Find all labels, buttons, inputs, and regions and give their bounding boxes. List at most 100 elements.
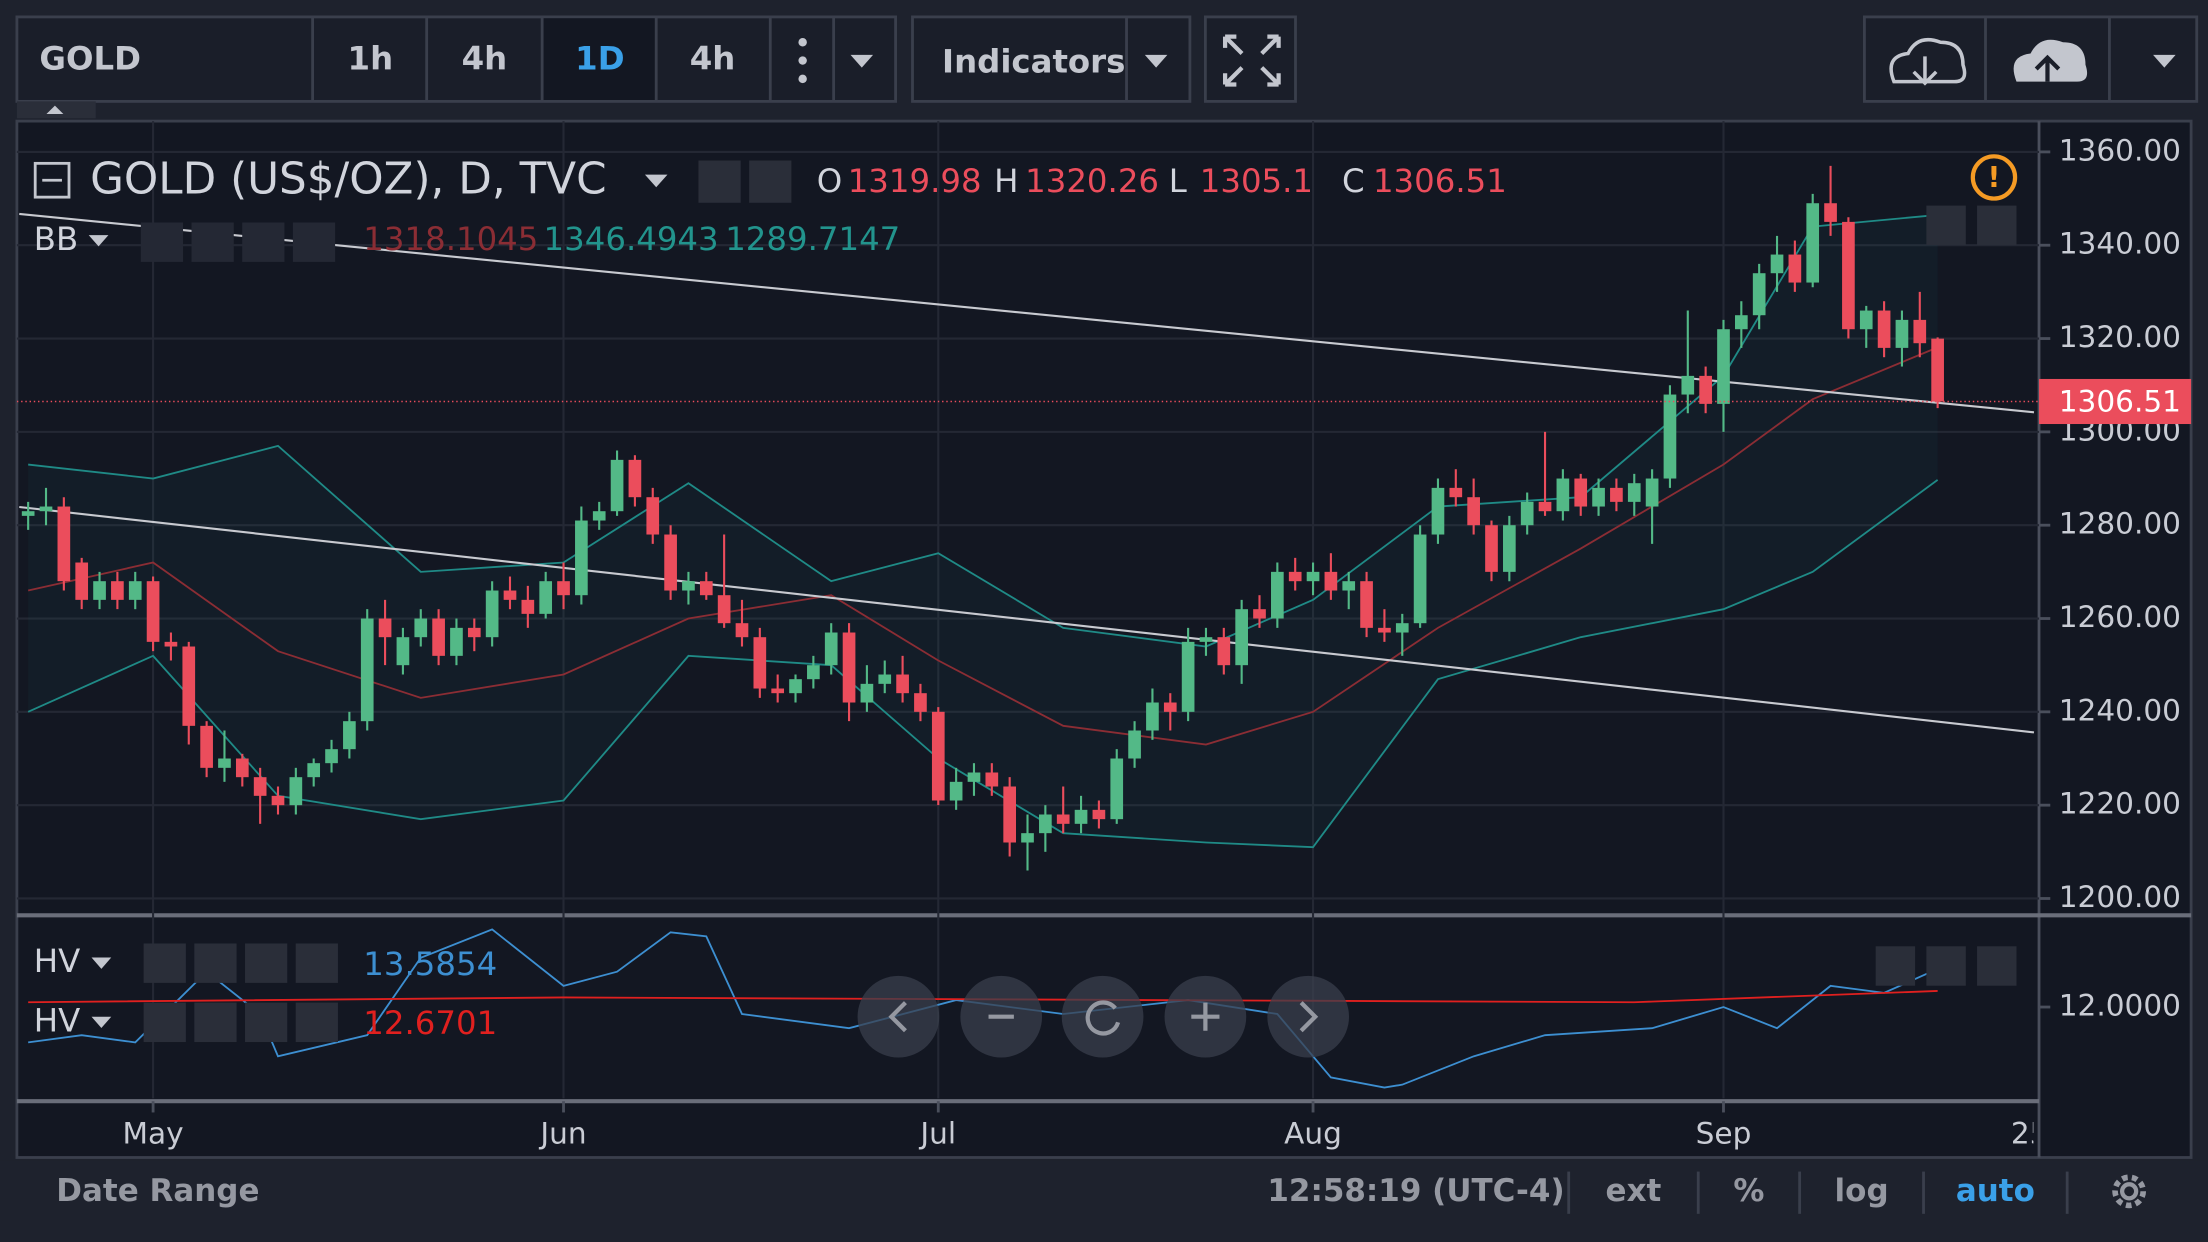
pane-buttons bbox=[1875, 205, 2017, 986]
candle-body bbox=[1378, 627, 1391, 633]
candle-body bbox=[485, 590, 499, 638]
dropdown-arrow[interactable] bbox=[2153, 54, 2176, 68]
interval[interactable]: 1h bbox=[348, 40, 394, 78]
candle-body bbox=[967, 772, 981, 782]
candle-body bbox=[1306, 571, 1320, 582]
y-tick-label: 1200.00 bbox=[2059, 880, 2181, 914]
ohlc-key: H bbox=[994, 162, 1018, 200]
candle-body bbox=[1235, 609, 1248, 666]
scroll-left[interactable] bbox=[857, 975, 940, 1058]
nav-icons bbox=[888, 1000, 1319, 1036]
candle-body bbox=[1360, 581, 1373, 628]
candle-body bbox=[682, 581, 695, 591]
auto-toggle[interactable]: auto bbox=[1956, 1173, 2035, 1209]
ohlc-value: 1305.1 bbox=[1200, 162, 1313, 200]
collapse-legend[interactable] bbox=[33, 161, 71, 199]
reset[interactable] bbox=[1061, 975, 1144, 1058]
arrow bbox=[1912, 56, 1938, 86]
alert-icon[interactable] bbox=[1970, 154, 2018, 201]
candle-body bbox=[111, 581, 124, 600]
ext-toggle[interactable]: ext bbox=[1606, 1173, 1662, 1209]
candle-body bbox=[1413, 534, 1427, 624]
candle-body bbox=[1271, 571, 1284, 619]
candle-body bbox=[824, 632, 838, 666]
interval[interactable]: 1D bbox=[575, 40, 624, 78]
candle-body bbox=[1717, 329, 1730, 404]
fullscreen-button[interactable] bbox=[1203, 15, 1297, 103]
candle-body bbox=[1913, 319, 1927, 344]
candle-body bbox=[949, 781, 963, 801]
indicators-button[interactable] bbox=[911, 15, 1192, 103]
dropdown-arrow[interactable] bbox=[644, 174, 668, 188]
candle-body bbox=[1859, 310, 1873, 330]
candle-body bbox=[1592, 487, 1605, 507]
candle-body bbox=[182, 646, 196, 726]
candle-body bbox=[1395, 623, 1409, 633]
x-tick-label: 25 bbox=[2011, 1116, 2049, 1150]
more-icon[interactable] bbox=[798, 38, 807, 84]
candle-body bbox=[1199, 637, 1213, 642]
candle-body bbox=[378, 618, 392, 638]
axes: 1200.001220.001240.001260.001280.001300.… bbox=[123, 133, 2192, 1150]
candle-body bbox=[253, 777, 267, 796]
candle-body bbox=[610, 459, 624, 512]
candle-body bbox=[1342, 581, 1356, 591]
dropdown-arrow[interactable] bbox=[91, 1016, 112, 1028]
candle-body bbox=[771, 688, 785, 694]
candle-body bbox=[1056, 814, 1070, 824]
fullscreen-icon[interactable] bbox=[1222, 34, 1281, 87]
indicator-buttons bbox=[143, 943, 338, 1043]
scroll-right[interactable] bbox=[1267, 975, 1350, 1058]
x-tick-label: May bbox=[123, 1116, 184, 1150]
candle-body bbox=[1324, 571, 1338, 591]
candle-body bbox=[539, 581, 553, 614]
candle-body bbox=[235, 758, 249, 778]
candle-body bbox=[575, 520, 588, 596]
candle-body bbox=[735, 623, 749, 638]
candle-body bbox=[1895, 319, 1909, 348]
candle-body bbox=[1877, 310, 1891, 348]
x-tick-label: Jun bbox=[538, 1116, 586, 1150]
bb-lower bbox=[27, 479, 1939, 849]
y-tick-label: 1280.00 bbox=[2059, 507, 2181, 541]
candle-body bbox=[1146, 702, 1159, 731]
y-tick-label: 1360.00 bbox=[2059, 133, 2181, 167]
candle-body bbox=[39, 506, 53, 512]
dropdown-arrow[interactable] bbox=[91, 957, 112, 969]
candle-body bbox=[896, 674, 909, 694]
toolbar-group bbox=[15, 15, 897, 103]
y-tick-label: 1320.00 bbox=[2059, 320, 2181, 354]
candle-body bbox=[503, 590, 517, 600]
cloud-download-icon[interactable] bbox=[1889, 38, 1967, 84]
dropdown-arrow[interactable] bbox=[1144, 54, 1168, 68]
candle-body bbox=[450, 627, 463, 656]
grid bbox=[16, 121, 2040, 1099]
candle-body bbox=[842, 632, 856, 703]
ohlc-key: O bbox=[817, 162, 842, 200]
settings-icon[interactable] bbox=[749, 160, 792, 203]
bb-upper bbox=[28, 214, 1938, 648]
log-toggle[interactable]: log bbox=[1835, 1173, 1889, 1209]
dropdown-arrow[interactable] bbox=[850, 54, 874, 68]
candle-body bbox=[807, 665, 820, 680]
candle-body bbox=[646, 497, 660, 535]
symbol[interactable]: GOLD bbox=[39, 40, 141, 78]
percent-toggle[interactable]: % bbox=[1733, 1173, 1764, 1209]
indicators-label[interactable]: Indicators bbox=[942, 42, 1125, 80]
candle-body bbox=[1770, 254, 1784, 274]
eye-icon[interactable] bbox=[698, 160, 741, 203]
interval[interactable]: 4h bbox=[690, 40, 736, 78]
hv-value: 13.5854 bbox=[363, 945, 497, 983]
candle-body bbox=[1520, 501, 1534, 526]
settings-gear[interactable] bbox=[2112, 1174, 2147, 1209]
interval[interactable]: 4h bbox=[462, 40, 508, 78]
candle-body bbox=[1645, 478, 1659, 507]
bb-upper: 1346.4943 bbox=[544, 220, 719, 258]
candle-body bbox=[200, 725, 213, 768]
indicator-buttons bbox=[140, 222, 336, 262]
candle-body bbox=[628, 459, 642, 498]
y-tick-label: 1220.00 bbox=[2059, 787, 2181, 821]
active-interval bbox=[542, 18, 657, 100]
date-range[interactable]: Date Range bbox=[56, 1173, 259, 1209]
dropdown-arrow[interactable] bbox=[88, 235, 109, 247]
